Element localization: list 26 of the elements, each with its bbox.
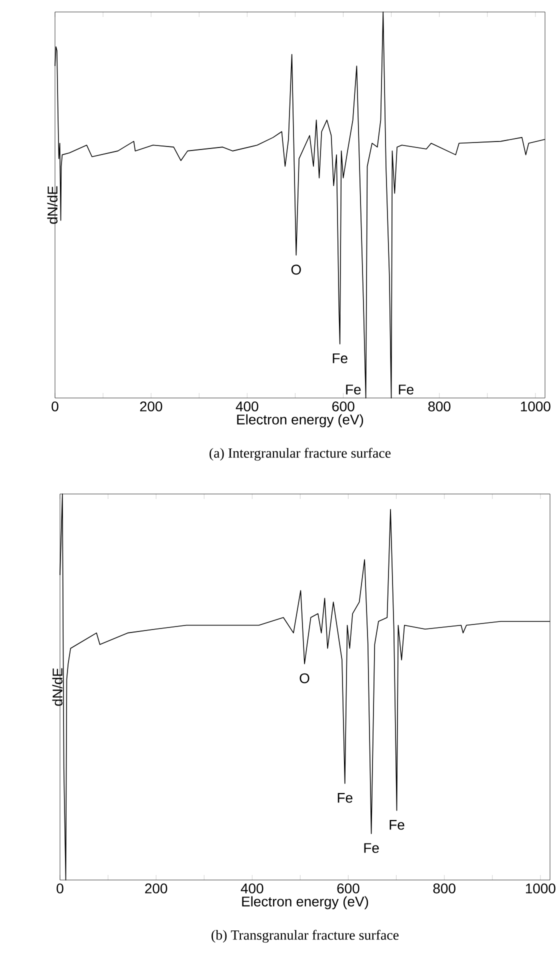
annotation: Fe (338, 793, 352, 803)
annotation: O (300, 673, 310, 684)
text: (a) Intergranular fracture surface (209, 448, 390, 461)
annotation: Fe (346, 384, 361, 394)
x-axis-title: Electron energy (eV) (237, 414, 363, 428)
x-tick-label: 1000 (526, 884, 556, 894)
x-tick-label: 200 (145, 884, 168, 894)
x-tick-label: 800 (428, 401, 450, 412)
x-tick-label: 600 (337, 884, 360, 894)
x-tick-label: 0 (56, 884, 64, 894)
x-tick-label: 800 (433, 884, 456, 894)
x-tick-label: 200 (140, 401, 162, 412)
text: (b) Transgranular fracture surface (211, 930, 398, 943)
annotation: Fe (332, 353, 348, 364)
x-tick-label: 600 (332, 401, 354, 412)
x-tick-label: 0 (52, 401, 58, 412)
annotation: Fe (390, 820, 404, 830)
x-axis-title: Electron energy (eV) (242, 896, 368, 910)
x-tick-label: 400 (236, 401, 258, 412)
x-tick-label: 400 (240, 884, 264, 894)
annotation: Fe (398, 384, 414, 394)
x-tick-label: 1000 (520, 401, 550, 412)
annotation: Fe (364, 843, 379, 853)
annotation: O (291, 264, 301, 275)
y-axis-title: dN/dE (52, 668, 62, 706)
y-axis-title: dN/dE (47, 186, 58, 224)
